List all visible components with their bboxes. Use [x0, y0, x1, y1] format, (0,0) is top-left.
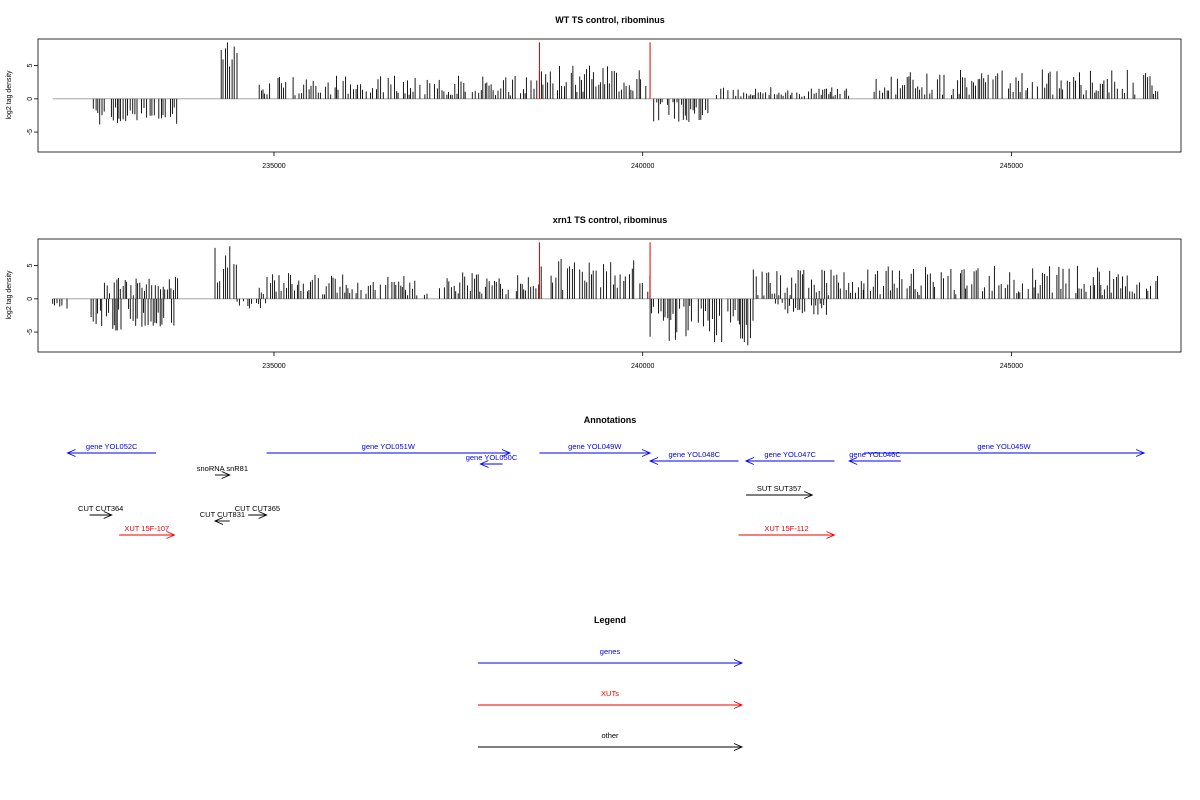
legend-arrow-head: [733, 743, 744, 751]
annotation-gene: gene YOL045W: [863, 442, 1146, 457]
y-axis-label: log2 tag density: [6, 70, 13, 120]
legend-entry: other: [478, 731, 744, 751]
legend-arrow-head: [733, 659, 744, 667]
annotation-arrow-head: [103, 511, 113, 519]
y-tick-label: 0: [27, 297, 34, 301]
annotation-arrow-head: [804, 491, 814, 499]
annotation-arrow-head: [479, 460, 489, 468]
annotation-label: CUT CUT831: [200, 510, 245, 519]
annotation-label: gene YOL050C: [466, 453, 518, 462]
density-bars: [52, 242, 1159, 346]
annotation-gene: gene YOL051W: [266, 442, 512, 457]
annotation-other: CUT CUT365: [235, 504, 280, 519]
annotation-arrow-head: [1135, 449, 1146, 457]
annotation-gene: gene YOL052C: [66, 442, 156, 457]
panel-title: WT TS control, ribominus: [555, 15, 665, 25]
annotation-arrow-head: [641, 449, 652, 457]
annotations-panel: Annotations gene YOL052C gene YOL051Wgene…: [66, 415, 1146, 539]
annotation-arrow-head: [258, 511, 268, 519]
annotation-label: snoRNA snR81: [197, 464, 248, 473]
annotation-label: XUT 15F-107: [124, 524, 169, 533]
legend-entry: XUTs: [478, 689, 744, 709]
annotation-gene: gene YOL047C: [744, 450, 835, 465]
x-tick-label: 235000: [262, 363, 285, 370]
y-tick-label: -5: [27, 329, 34, 335]
panel-title: xrn1 TS control, ribominus: [553, 215, 668, 225]
annotations-title: Annotations: [584, 415, 637, 425]
annotation-label: gene YOL051W: [362, 442, 416, 451]
annotation-label: gene YOL045W: [977, 442, 1031, 451]
annotation-other: SUT SUT357: [745, 484, 814, 499]
wt-density-panel: WT TS control, ribominus log2 tag densit…: [6, 15, 1182, 170]
annotation-gene: gene YOL050C: [466, 453, 518, 468]
annotation-label: gene YOL052C: [86, 442, 138, 451]
annotation-xut: XUT 15F-112: [738, 524, 836, 539]
annotation-gene: gene YOL048C: [648, 450, 739, 465]
annotation-arrow-head: [213, 517, 224, 525]
annotation-arrow-head: [221, 471, 231, 479]
annotation-label: XUT 15F-112: [764, 524, 808, 533]
annotation-other: CUT CUT364: [78, 504, 123, 519]
legend-label: genes: [600, 647, 621, 656]
annotation-arrow-head: [66, 449, 76, 457]
plot-frame: [37, 238, 1182, 353]
annotation-label: SUT SUT357: [757, 484, 801, 493]
annotation-arrow-head: [501, 449, 512, 457]
axes: -5 0 5 235000 240000 245000: [27, 264, 1023, 370]
annotation-label: gene YOL048C: [669, 450, 721, 459]
annotation-arrow-head: [848, 457, 858, 465]
annotation-label: CUT CUT365: [235, 504, 280, 513]
annotation-label: gene YOL047C: [764, 450, 816, 459]
xrn1-density-panel: xrn1 TS control, ribominus log2 tag dens…: [6, 215, 1182, 370]
annotation-arrow-head: [166, 531, 176, 539]
legend-items: genes XUTs other: [478, 647, 744, 751]
x-tick-label: 235000: [262, 163, 285, 170]
annotation-items: gene YOL052C gene YOL051W gene YOL050C gene…: [66, 442, 1146, 539]
axes: -5 0 5 235000 240000 245000: [27, 64, 1023, 170]
annotation-xut: XUT 15F-107: [119, 524, 176, 539]
legend-title: Legend: [594, 615, 626, 625]
annotation-gene: gene YOL046C: [848, 450, 901, 465]
x-tick-label: 240000: [631, 363, 654, 370]
annotation-label: gene YOL046C: [849, 450, 901, 459]
annotation-other: snoRNA snR81: [197, 464, 248, 479]
density-bars: [52, 42, 1159, 125]
annotation-arrow-head: [826, 531, 836, 539]
y-axis-label: log2 tag density: [6, 270, 13, 320]
y-tick-label: -5: [27, 129, 34, 135]
x-tick-label: 245000: [1000, 363, 1023, 370]
annotation-arrow-head: [744, 457, 755, 465]
y-tick-label: 0: [27, 97, 34, 101]
y-tick-label: 5: [27, 64, 34, 68]
annotation-label: gene YOL049W: [568, 442, 622, 451]
legend-entry: genes: [478, 647, 744, 667]
y-tick-label: 5: [27, 264, 34, 268]
annotation-label: CUT CUT364: [78, 504, 123, 513]
annotation-gene: gene YOL049W: [539, 442, 652, 457]
annotation-arrow-head: [648, 457, 659, 465]
plot-frame: [37, 38, 1182, 153]
x-tick-label: 245000: [1000, 163, 1023, 170]
legend-panel: Legend genes XUTs other: [478, 615, 744, 751]
legend-label: XUTs: [601, 689, 619, 698]
legend-label: other: [601, 731, 619, 740]
legend-arrow-head: [733, 701, 744, 709]
annotation-other: CUT CUT831: [200, 510, 245, 525]
x-tick-label: 240000: [631, 163, 654, 170]
